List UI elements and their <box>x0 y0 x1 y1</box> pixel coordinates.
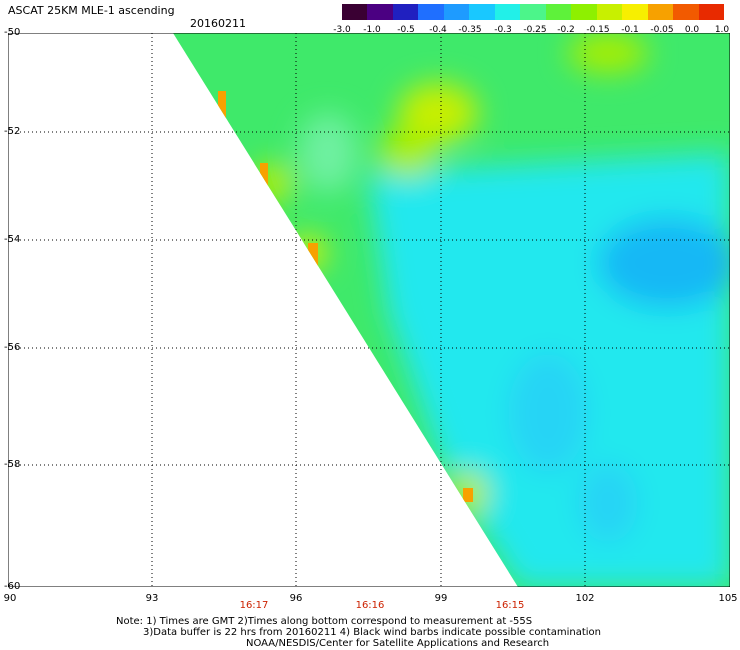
note-line-3: NOAA/NESDIS/Center for Satellite Applica… <box>246 638 550 649</box>
map-date: 20160211 <box>190 17 246 30</box>
lon-label: 102 <box>575 593 595 604</box>
note-line-1: Note: 1) Times are GMT 2)Times along bot… <box>116 616 533 627</box>
grid-lines <box>8 33 730 587</box>
lon-label: 93 <box>145 593 159 604</box>
colorbar-tick-label: -0.25 <box>523 25 547 35</box>
time-label: 16:17 <box>239 600 269 611</box>
colorbar-segment <box>647 4 674 20</box>
lon-label: 96 <box>289 593 303 604</box>
colorbar-segment <box>596 4 623 20</box>
lon-label: 99 <box>434 593 448 604</box>
colorbar-tick-label: -0.1 <box>621 25 639 35</box>
swath-data <box>173 33 730 587</box>
colorbar-segment <box>342 4 368 20</box>
colorbar-segment <box>494 4 521 20</box>
lat-label: -56 <box>4 342 21 353</box>
lon-label: 90 <box>3 593 17 604</box>
colorbar-labels: -3.0 -1.0 -0.5 -0.4 -0.35 -0.3 -0.25 -0.2 -0.15 -… <box>330 25 740 37</box>
colorbar-tick-label: 1.0 <box>714 25 730 35</box>
time-label: 16:15 <box>495 600 525 611</box>
colorbar-segment <box>698 4 725 20</box>
colorbar-tick-label: -0.5 <box>397 25 415 35</box>
colorbar-tick-label: -0.15 <box>586 25 610 35</box>
colorbar-tick-label: -0.4 <box>429 25 447 35</box>
colorbar-tick-label: -0.3 <box>494 25 512 35</box>
note-line-2: 3)Data buffer is 22 hrs from 20160211 4)… <box>143 627 601 638</box>
map-title: ASCAT 25KM MLE-1 ascending <box>8 4 175 17</box>
colorbar-segment <box>545 4 572 20</box>
colorbar-segment <box>520 4 546 20</box>
colorbar-segment <box>418 4 444 20</box>
colorbar-segment <box>392 4 419 20</box>
colorbar <box>342 4 725 20</box>
colorbar-segment <box>673 4 699 20</box>
colorbar-segment <box>622 4 648 20</box>
lat-label: -52 <box>4 126 21 137</box>
lat-label: -54 <box>4 234 21 245</box>
colorbar-segment <box>443 4 470 20</box>
lat-label: -58 <box>4 459 21 470</box>
data-map <box>8 33 730 587</box>
time-label: 16:16 <box>355 600 385 611</box>
colorbar-tick-label: -0.05 <box>650 25 674 35</box>
colorbar-segment <box>571 4 597 20</box>
lat-label: -60 <box>4 581 21 592</box>
colorbar-tick-label: 0.0 <box>684 25 700 35</box>
colorbar-tick-label: -0.2 <box>557 25 575 35</box>
colorbar-segment <box>367 4 393 20</box>
lon-label: 105 <box>718 593 738 604</box>
colorbar-segment <box>469 4 495 20</box>
lat-label: -50 <box>4 27 21 38</box>
colorbar-tick-label: -3.0 <box>333 25 351 35</box>
colorbar-tick-label: -1.0 <box>363 25 381 35</box>
colorbar-tick-label: -0.35 <box>458 25 482 35</box>
